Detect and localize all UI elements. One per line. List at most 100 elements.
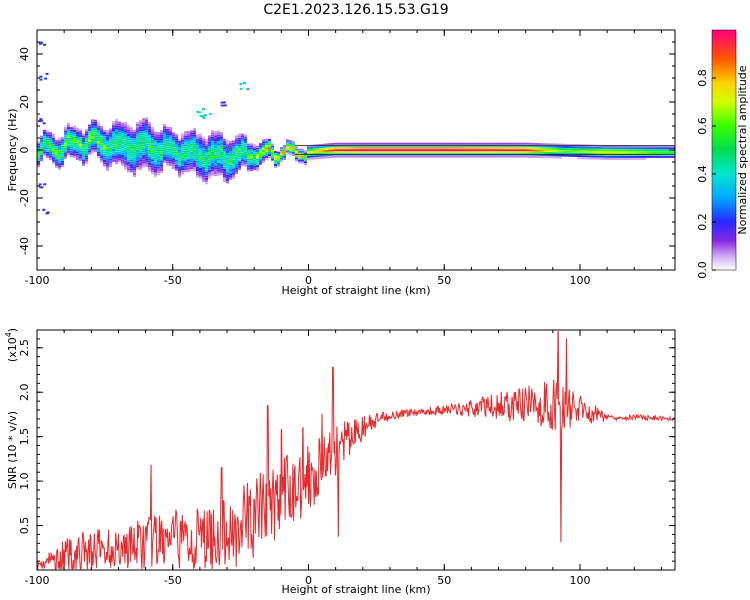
spectrogram-cell xyxy=(112,138,115,141)
spectrogram-cell xyxy=(259,145,262,148)
spectrogram-cell xyxy=(169,150,172,153)
spectrogram-cell xyxy=(382,151,385,154)
spectrogram-cell xyxy=(103,164,106,167)
spectrogram-cell xyxy=(247,147,250,150)
spectrogram-cell xyxy=(298,161,301,164)
spectrogram-cell xyxy=(91,141,94,143)
spectrogram-cell xyxy=(448,142,451,145)
spectrogram-cell xyxy=(148,162,151,165)
spectrogram-cell xyxy=(256,152,259,155)
spectrogram-cell xyxy=(493,155,496,158)
spectrogram-cell xyxy=(412,147,415,149)
spectrogram-cell xyxy=(214,150,217,153)
spectrogram-y-label: Frequency (Hz) xyxy=(6,109,19,192)
spectrogram-cell xyxy=(247,143,250,146)
spectrogram-cell xyxy=(187,150,190,153)
spectrogram-cell xyxy=(151,148,154,151)
spectrogram-cell xyxy=(202,179,205,182)
spectrogram-cell xyxy=(73,143,76,145)
spectrogram-cell xyxy=(520,155,523,158)
spectrogram-cell xyxy=(121,133,124,136)
spectrogram-cell xyxy=(211,141,214,144)
spectrogram-cell xyxy=(280,160,283,162)
spectrogram-cell xyxy=(85,155,88,158)
spectrogram-cell xyxy=(217,139,220,142)
spectrogram-cell xyxy=(73,138,76,141)
spectrogram-cell xyxy=(574,146,577,149)
spectrogram-cell xyxy=(541,143,544,146)
spectrogram-cell xyxy=(595,155,598,158)
spectrogram-cell xyxy=(367,155,370,158)
spectrogram-cell xyxy=(544,143,547,146)
spectrogram-cell xyxy=(292,145,295,148)
spectrogram-cell xyxy=(448,149,451,152)
spectrogram-cell xyxy=(142,165,145,168)
spectrogram-cell xyxy=(40,135,43,138)
spectrogram-cell xyxy=(52,153,55,156)
spectrogram-cell xyxy=(535,151,538,154)
spectrogram-cell xyxy=(145,134,148,137)
spectrogram-cell xyxy=(124,165,127,168)
spectrogram-cell xyxy=(235,137,238,140)
spectrogram-cell xyxy=(160,167,163,169)
spectrogram-x-label: Height of straight line (km) xyxy=(281,284,430,297)
spectrogram-cell xyxy=(163,124,166,126)
spectrogram-cell xyxy=(574,150,577,153)
spectrogram-cell xyxy=(379,147,382,149)
spectrogram-cell xyxy=(625,151,628,154)
spectrogram-cell xyxy=(121,131,124,134)
spectrogram-cell xyxy=(181,159,184,162)
spectrogram-cell xyxy=(184,159,187,162)
spectrogram-cell xyxy=(109,139,112,142)
spectrogram-cell xyxy=(262,156,265,159)
spectrogram-cell xyxy=(64,133,67,135)
spectrogram-cell xyxy=(604,158,607,160)
spectrogram-cell xyxy=(556,150,559,153)
spectrogram-cell xyxy=(271,156,274,159)
spectrogram-cell xyxy=(199,157,202,160)
spectrogram-cell xyxy=(166,137,169,140)
spectrogram-cell xyxy=(154,157,157,160)
spectrogram-blob xyxy=(202,117,206,119)
spectrogram-cell xyxy=(199,159,202,162)
spectrogram-cell xyxy=(622,147,625,150)
spectrogram-cell xyxy=(178,166,181,169)
spectrogram-cell xyxy=(451,151,454,154)
spectrogram-cell xyxy=(124,139,127,142)
spectrogram-cell xyxy=(130,151,133,153)
spectrogram-cell xyxy=(163,158,166,161)
spectrogram-cell xyxy=(139,139,142,142)
spectrogram-cell xyxy=(238,133,241,136)
spectrogram-cell xyxy=(127,149,130,152)
spectrogram-cell xyxy=(358,149,361,152)
spectrogram-cell xyxy=(199,174,202,177)
spectrogram-cell xyxy=(58,158,61,161)
spectrogram-cell xyxy=(451,142,454,145)
spectrogram-cell xyxy=(604,151,607,154)
spectrogram-cell xyxy=(238,155,241,158)
spectrogram-cell xyxy=(85,153,88,156)
spectrogram-cell xyxy=(478,151,481,154)
spectrogram-cell xyxy=(130,159,133,162)
spectrogram-cell xyxy=(196,134,199,137)
spectrogram-cell xyxy=(283,158,286,160)
spectrogram-cell xyxy=(103,157,106,160)
spectrogram-cell xyxy=(448,147,451,149)
spectrogram-cell xyxy=(208,152,211,155)
spectrogram-cell xyxy=(643,158,646,160)
spectrogram-cell xyxy=(250,164,253,167)
spectrogram-cell xyxy=(370,142,373,145)
spectrogram-cell xyxy=(172,134,175,137)
spectrogram-cell xyxy=(235,163,238,166)
spectrogram-cell xyxy=(94,147,97,150)
spectrogram-cell xyxy=(211,156,214,159)
spectrogram-cell xyxy=(229,177,232,180)
spectrogram-cell xyxy=(127,140,130,143)
spectrogram-cell xyxy=(580,157,583,160)
spectrogram-cell xyxy=(211,158,214,161)
spectrogram-cell xyxy=(559,150,562,153)
spectrogram-cell xyxy=(601,155,604,158)
spectrogram-cell xyxy=(436,142,439,145)
spectrogram-cell xyxy=(130,164,133,166)
spectrogram-cell xyxy=(118,130,121,133)
